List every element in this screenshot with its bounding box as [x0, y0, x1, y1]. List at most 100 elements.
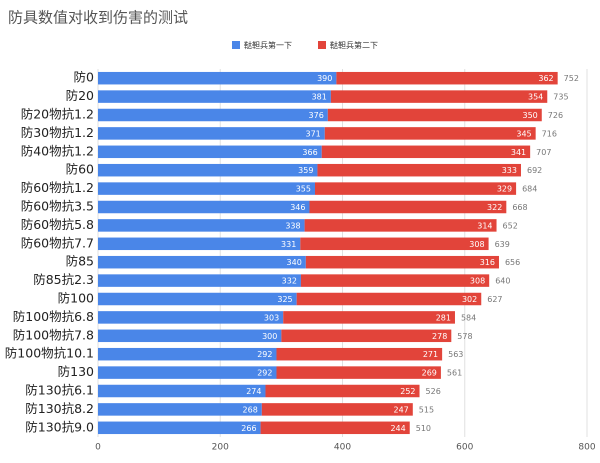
y-tick-label: 防60	[66, 162, 94, 177]
bar-segment	[98, 71, 337, 85]
total-label: 684	[522, 185, 537, 194]
value-label: 371	[305, 129, 320, 138]
bar-segment	[98, 255, 306, 269]
bar-segment	[281, 329, 452, 343]
value-label: 308	[470, 277, 485, 286]
value-label: 274	[246, 387, 261, 396]
bar-segment	[314, 182, 517, 195]
value-label: 322	[487, 203, 502, 212]
bar-segment	[98, 127, 325, 140]
y-tick-label: 防40物抗1.2	[21, 143, 94, 158]
value-label: 340	[287, 258, 302, 267]
value-label: 244	[390, 424, 405, 433]
bar-segment	[98, 145, 322, 159]
total-label: 526	[426, 387, 441, 396]
total-label: 510	[416, 424, 431, 433]
y-tick-label: 防60物抗5.8	[21, 217, 94, 232]
bar-segment	[265, 384, 420, 398]
value-label: 381	[312, 93, 327, 102]
chart-title: 防具数值对收到伤害的测试	[8, 9, 188, 27]
bar-segment	[321, 145, 531, 159]
y-tick-label: 防60物抗7.7	[21, 235, 94, 250]
value-label: 278	[432, 332, 447, 341]
value-label: 354	[528, 93, 543, 102]
bar-segment	[98, 292, 297, 306]
value-label: 266	[241, 424, 256, 433]
total-label: 639	[495, 240, 510, 249]
value-label: 355	[296, 185, 311, 194]
value-label: 341	[511, 148, 526, 157]
value-label: 271	[423, 350, 438, 359]
legend-swatch	[232, 41, 240, 49]
value-label: 362	[538, 74, 553, 83]
value-label: 268	[243, 405, 258, 414]
bar-segment	[98, 274, 301, 287]
y-tick-label: 防130抗9.0	[25, 419, 94, 434]
value-label: 366	[302, 148, 317, 157]
bar-segment	[98, 421, 261, 435]
bar-segment	[283, 311, 455, 324]
value-label: 316	[480, 258, 495, 267]
total-label: 735	[553, 93, 568, 102]
x-tick-label: 400	[334, 443, 351, 453]
y-tick-label: 防100物抗7.8	[13, 327, 94, 342]
y-tick-label: 防130抗6.1	[25, 383, 94, 398]
value-label: 346	[290, 203, 305, 212]
value-label: 376	[309, 111, 324, 120]
value-label: 303	[264, 313, 279, 322]
bar-segment	[98, 200, 310, 214]
value-label: 350	[522, 111, 537, 120]
value-label: 292	[257, 350, 272, 359]
y-tick-label: 防100物抗10.1	[5, 346, 94, 361]
bar-segment	[98, 311, 284, 324]
total-label: 561	[447, 369, 462, 378]
bar-segment	[98, 366, 277, 379]
value-label: 302	[462, 295, 477, 304]
y-tick-label: 防60物抗1.2	[21, 180, 94, 195]
bar-segment	[330, 90, 548, 103]
bar-segment	[300, 274, 490, 287]
y-tick-label: 防60物抗3.5	[21, 199, 94, 214]
bar-segment	[317, 163, 521, 177]
bar-segment	[327, 108, 542, 122]
value-label: 325	[277, 295, 292, 304]
value-label: 333	[502, 166, 517, 175]
bar-segment	[98, 108, 328, 122]
total-label: 627	[487, 295, 502, 304]
legend-swatch	[318, 41, 326, 49]
value-label: 329	[497, 185, 512, 194]
total-label: 640	[495, 277, 510, 286]
total-label: 515	[419, 405, 434, 414]
value-label: 308	[469, 240, 484, 249]
bar-segment	[98, 219, 305, 232]
value-label: 338	[285, 221, 300, 230]
value-label: 314	[477, 221, 492, 230]
value-label: 281	[436, 313, 451, 322]
legend-label: 鞑靼兵第一下	[244, 40, 292, 50]
y-tick-label: 防100	[58, 291, 94, 306]
bar-segment	[276, 366, 441, 379]
x-tick-label: 200	[212, 443, 229, 453]
bar-segment	[276, 347, 443, 361]
value-label: 269	[422, 369, 437, 378]
bar-segment	[98, 403, 262, 416]
total-label: 726	[548, 111, 563, 120]
total-label: 716	[542, 129, 557, 138]
value-label: 359	[298, 166, 313, 175]
total-label: 652	[503, 221, 518, 230]
bar-segment	[300, 237, 489, 251]
bar-segment	[304, 219, 497, 232]
y-tick-label: 防30物抗1.2	[21, 125, 94, 140]
bar-segment	[98, 90, 331, 103]
total-label: 668	[512, 203, 527, 212]
y-tick-label: 防20	[66, 88, 94, 103]
total-label: 692	[527, 166, 542, 175]
bar-segment	[309, 200, 507, 214]
y-tick-label: 防130抗8.2	[25, 401, 94, 416]
total-label: 563	[448, 350, 463, 359]
y-tick-label: 防85抗2.3	[33, 272, 94, 287]
total-label: 656	[505, 258, 520, 267]
bar-segment	[305, 255, 499, 269]
total-label: 578	[457, 332, 472, 341]
